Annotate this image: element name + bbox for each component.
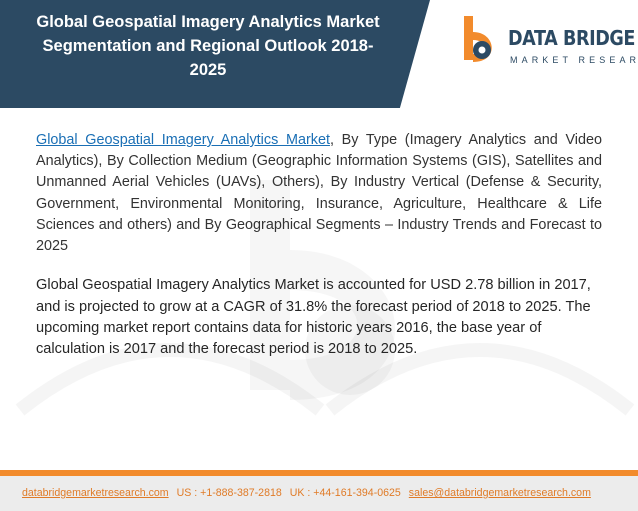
title-line-2: Segmentation and Regional Outlook 2018-	[42, 37, 374, 55]
data-bridge-logo: DATA BRIDGE MARKET RESEARCH	[456, 14, 638, 84]
email-link[interactable]: sales@databridgemarketresearch.com	[408, 487, 591, 499]
data-bridge-logo-icon	[464, 16, 492, 62]
us-phone: US : +1-888-387-2818	[176, 487, 282, 499]
market-summary-paragraph: Global Geospatial Imagery Analytics Mark…	[36, 277, 591, 358]
page-title: Global Geospatial Imagery Analytics Mark…	[8, 10, 408, 82]
title-line-3: 2025	[189, 61, 227, 79]
market-report-link[interactable]: Global Geospatial Imagery Analytics Mark…	[36, 132, 330, 148]
report-scope-paragraph: Global Geospatial Imagery Analytics Mark…	[36, 130, 602, 257]
header-banner	[0, 0, 430, 108]
footer-contacts: databridgemarketresearch.com US : +1-888-…	[22, 487, 622, 499]
report-scope-text: , By Type (Imagery Analytics and Video A…	[36, 132, 602, 255]
logo-tagline: MARKET RESEARCH	[510, 55, 638, 65]
title-line-1: Global Geospatial Imagery Analytics Mark…	[36, 13, 380, 31]
footer-contact-bar: databridgemarketresearch.com US : +1-888-…	[0, 470, 638, 511]
main-content: Global Geospatial Imagery Analytics Mark…	[36, 130, 602, 361]
logo-name: DATA BRIDGE	[508, 26, 636, 50]
website-link[interactable]: databridgemarketresearch.com	[22, 487, 169, 499]
uk-phone: UK : +44-161-394-0625	[289, 487, 401, 499]
